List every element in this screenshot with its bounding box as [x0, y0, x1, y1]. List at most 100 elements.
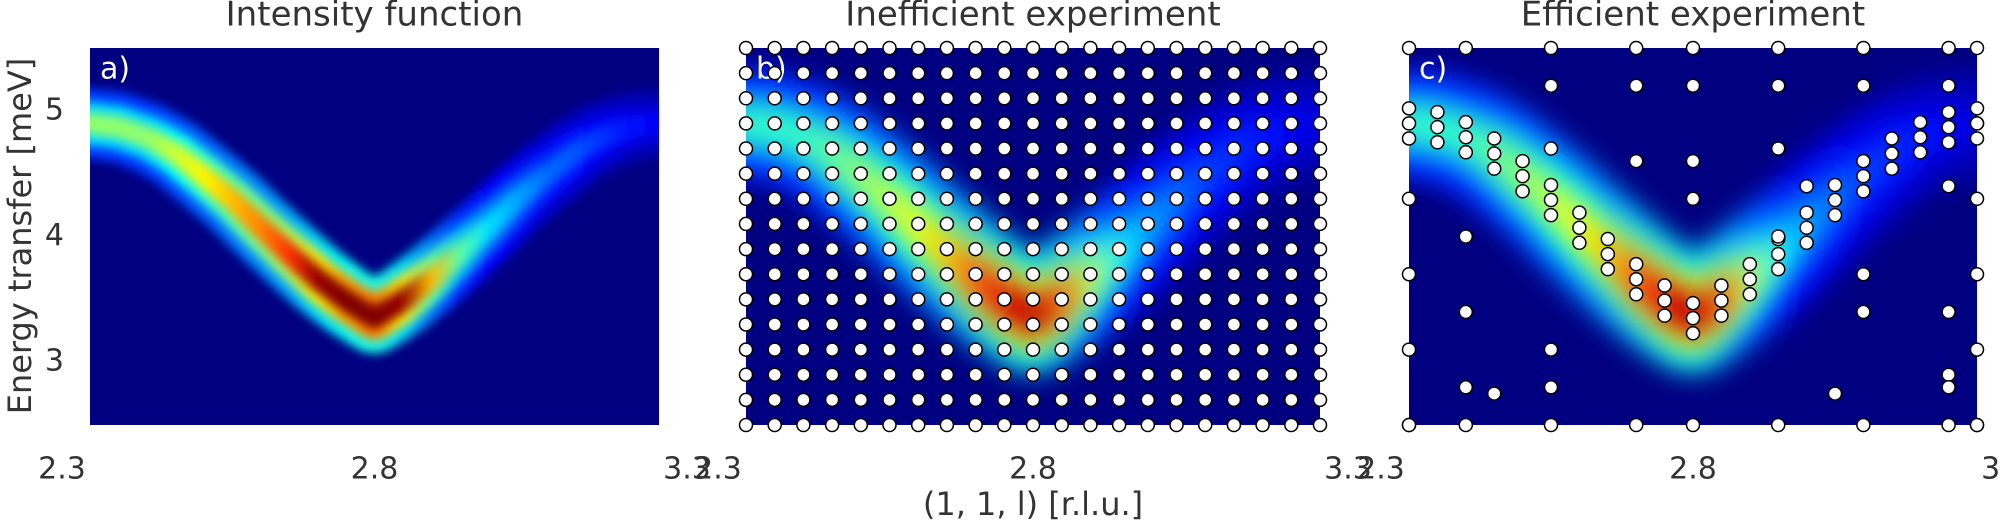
- measurement-point: [1284, 292, 1299, 307]
- measurement-point: [939, 191, 955, 207]
- measurement-point: [1430, 135, 1445, 150]
- measurement-point: [1770, 78, 1786, 93]
- measurement-point: [1312, 367, 1328, 382]
- measurement-point: [1515, 184, 1530, 199]
- measurement-point: [1799, 178, 1814, 194]
- measurement-point: [910, 191, 926, 207]
- measurement-point: [997, 40, 1012, 56]
- measurement-point: [1025, 342, 1041, 357]
- measurement-point: [939, 292, 955, 307]
- measurement-point: [1255, 241, 1270, 257]
- measurement-point: [1140, 292, 1156, 307]
- measurement-point: [968, 40, 983, 56]
- measurement-point: [1054, 40, 1069, 56]
- measurement-point: [767, 317, 782, 332]
- measurement-point: [796, 166, 811, 181]
- measurement-point: [1111, 317, 1127, 332]
- measurement-point: [1111, 417, 1127, 433]
- measurement-point: [1083, 392, 1098, 408]
- measurement-point: [1197, 216, 1213, 232]
- measurement-point: [767, 116, 782, 131]
- measurement-point: [1025, 266, 1041, 282]
- measurement-point: [824, 292, 840, 307]
- measurement-point: [1284, 417, 1299, 433]
- measurement-point: [767, 292, 782, 307]
- measurement-point: [1458, 129, 1474, 145]
- measurement-point: [1140, 367, 1156, 382]
- x-tick-label: 3.3: [1324, 452, 1372, 487]
- measurement-point: [1628, 256, 1644, 272]
- measurement-point: [1197, 65, 1213, 81]
- measurement-point: [1169, 91, 1184, 106]
- measurement-point: [910, 216, 926, 232]
- measurement-point: [968, 141, 983, 156]
- measurement-point: [910, 40, 926, 56]
- measurement-point: [1856, 266, 1871, 282]
- measurement-point: [1284, 216, 1299, 232]
- measurement-point: [1083, 116, 1098, 131]
- measurement-point: [1140, 141, 1156, 156]
- measurement-point: [939, 65, 955, 81]
- measurement-point: [1226, 216, 1242, 232]
- measurement-point: [1054, 116, 1069, 131]
- measurement-point: [1140, 266, 1156, 282]
- measurement-point: [853, 417, 869, 433]
- measurement-point: [1083, 166, 1098, 181]
- measurement-point: [882, 116, 897, 131]
- measurement-point: [1169, 317, 1184, 332]
- measurement-point: [1884, 131, 1900, 146]
- measurement-point: [1685, 153, 1701, 169]
- measurement-point: [968, 342, 983, 357]
- measurement-point: [1025, 116, 1041, 131]
- measurement-point: [824, 141, 840, 156]
- measurement-point: [1714, 308, 1729, 323]
- measurement-point: [1083, 65, 1098, 81]
- measurement-point: [1169, 191, 1184, 207]
- measurement-point: [1799, 205, 1814, 220]
- measurement-point: [1083, 241, 1098, 257]
- measurement-point: [824, 40, 840, 56]
- measurement-point: [1140, 392, 1156, 408]
- measurement-point: [1486, 131, 1502, 146]
- measurement-point: [1083, 342, 1098, 357]
- measurement-point: [1969, 266, 1985, 282]
- measurement-point: [1226, 392, 1242, 408]
- measurement-point: [1140, 40, 1156, 56]
- measurement-point: [1226, 166, 1242, 181]
- measurement-point: [1111, 266, 1127, 282]
- measurement-point: [1197, 116, 1213, 131]
- measurement-point: [1312, 392, 1328, 408]
- measurement-point: [1969, 417, 1985, 433]
- measurement-point: [939, 367, 955, 382]
- measurement-point: [1025, 141, 1041, 156]
- measurement-point: [1140, 216, 1156, 232]
- x-axis-label: (1, 1, l) [r.l.u.]: [923, 485, 1143, 523]
- measurement-point: [1941, 119, 1956, 135]
- measurement-point: [882, 166, 897, 181]
- measurement-point: [968, 367, 983, 382]
- measurement-point: [1169, 141, 1184, 156]
- measurement-point: [1628, 417, 1644, 433]
- measurement-point: [1197, 141, 1213, 156]
- measurement-point: [1969, 131, 1985, 146]
- measurement-point: [796, 91, 811, 106]
- measurement-point: [1799, 220, 1814, 235]
- measurement-point: [1284, 166, 1299, 181]
- measurement-point: [910, 91, 926, 106]
- measurement-point: [1856, 184, 1871, 199]
- measurement-point: [1856, 168, 1871, 184]
- measurement-point: [1197, 91, 1213, 106]
- measurement-point: [1226, 342, 1242, 357]
- measurement-point: [1054, 292, 1069, 307]
- x-tick-label: 3.3: [1981, 452, 2000, 487]
- measurement-point: [1025, 317, 1041, 332]
- measurement-point: [1169, 292, 1184, 307]
- measurement-point: [1025, 216, 1041, 232]
- measurement-point: [767, 141, 782, 156]
- measurement-point: [1856, 304, 1871, 320]
- measurement-point: [1543, 380, 1559, 395]
- measurement-point: [853, 342, 869, 357]
- measurement-point: [1770, 417, 1786, 433]
- measurement-point: [1312, 166, 1328, 181]
